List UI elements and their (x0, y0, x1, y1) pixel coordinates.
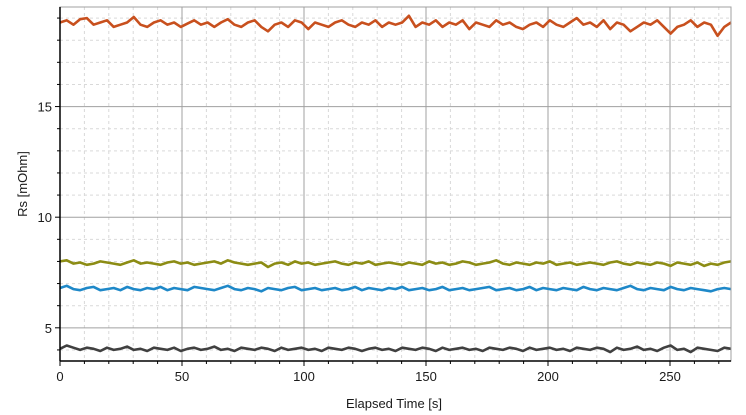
x-axis-title: Elapsed Time [s] (346, 396, 442, 411)
x-tick-label: 100 (293, 369, 315, 384)
x-tick-label: 50 (175, 369, 189, 384)
series-layer (59, 14, 732, 354)
x-tick-label: 250 (659, 369, 681, 384)
minor-grid (60, 7, 731, 361)
major-grid (59, 7, 731, 361)
axes (55, 6, 732, 366)
series-line-3 (59, 284, 732, 293)
plot-frame (59, 6, 732, 362)
y-tick-label: 10 (38, 210, 52, 225)
x-tick-label: 0 (56, 369, 63, 384)
x-tick-label: 200 (537, 369, 559, 384)
x-tick-label: 150 (415, 369, 437, 384)
series-line-4 (59, 344, 732, 354)
series-line-2 (59, 259, 732, 269)
y-tick-label: 5 (45, 321, 52, 336)
tick-labels: 0 50 100 150 200 250 5 10 15 (38, 100, 681, 384)
y-axis-title: Rs [mOhm] (15, 151, 30, 217)
series-line-1 (59, 14, 732, 38)
y-tick-label: 15 (38, 100, 52, 115)
